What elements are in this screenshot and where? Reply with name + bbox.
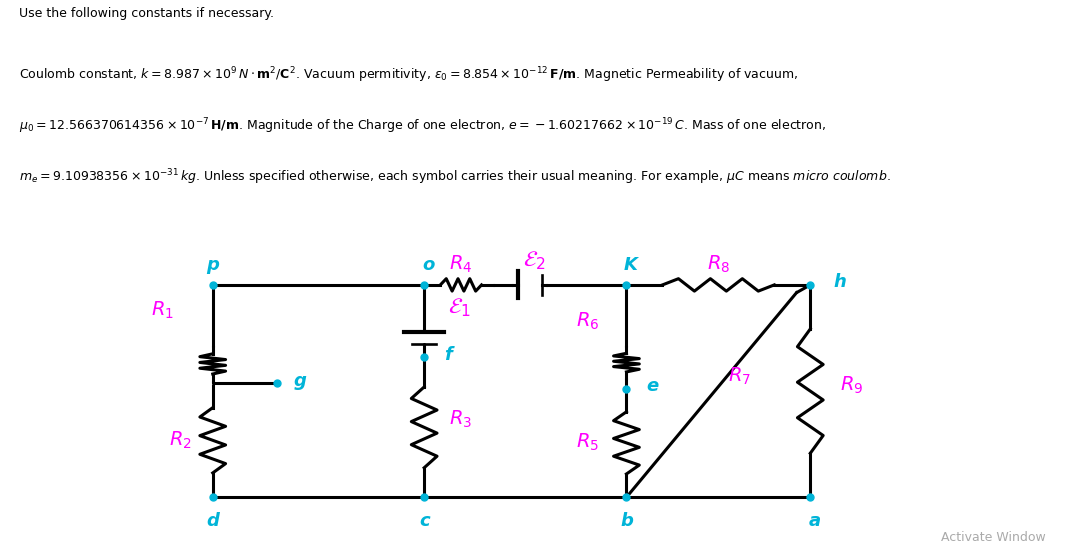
Text: K: K <box>624 255 638 274</box>
Text: $R_4$: $R_4$ <box>449 254 472 275</box>
Text: o: o <box>422 255 435 274</box>
Text: Use the following constants if necessary.: Use the following constants if necessary… <box>19 7 275 20</box>
Text: $R_6$: $R_6$ <box>576 310 600 332</box>
Text: Activate Window: Activate Window <box>941 531 1045 544</box>
Text: g: g <box>294 372 307 390</box>
Text: $R_5$: $R_5$ <box>576 432 600 453</box>
Text: $R_8$: $R_8$ <box>707 254 730 275</box>
Text: $m_e = 9.10938356 \times 10^{-31}\, kg$. Unless specified otherwise, each symbol: $m_e = 9.10938356 \times 10^{-31}\, kg$.… <box>19 168 890 188</box>
Text: c: c <box>419 512 430 530</box>
Text: $R_3$: $R_3$ <box>449 409 472 430</box>
Text: $R_9$: $R_9$ <box>840 375 864 396</box>
Text: $\mathcal{E}_2$: $\mathcal{E}_2$ <box>523 250 546 273</box>
Text: $\mu_0 = 12.566370614356 \times 10^{-7}\, \mathbf{H/m}$. Magnitude of the Charge: $\mu_0 = 12.566370614356 \times 10^{-7}\… <box>19 117 826 136</box>
Text: a: a <box>809 512 821 530</box>
Text: $\mathcal{E}_1$: $\mathcal{E}_1$ <box>448 296 470 319</box>
Text: Coulomb constant, $k = 8.987 \times 10^9\, N \cdot \mathbf{m}^2/\mathbf{C}^2$. V: Coulomb constant, $k = 8.987 \times 10^9… <box>19 65 799 85</box>
Text: $R_1$: $R_1$ <box>151 300 173 321</box>
Text: d: d <box>206 512 219 530</box>
Text: p: p <box>206 255 219 274</box>
Text: e: e <box>647 377 659 395</box>
Text: b: b <box>620 512 633 530</box>
Text: f: f <box>445 346 452 364</box>
Text: h: h <box>834 273 847 291</box>
Text: $R_2$: $R_2$ <box>169 430 192 451</box>
Text: $R_7$: $R_7$ <box>728 366 750 387</box>
